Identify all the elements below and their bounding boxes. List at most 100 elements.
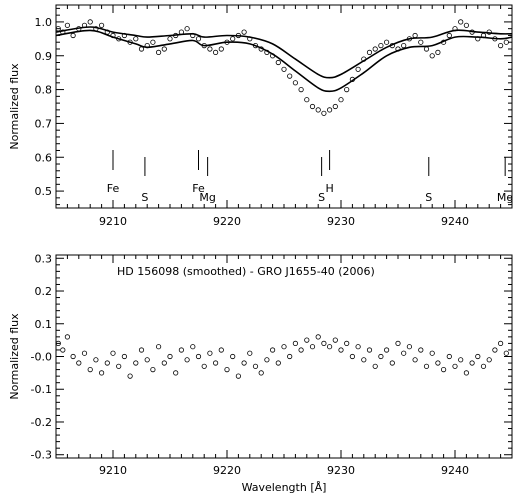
data-point (389, 42, 395, 49)
data-point (213, 49, 219, 56)
data-point (304, 97, 310, 103)
data-point (344, 340, 350, 346)
data-point (156, 344, 162, 350)
line-marker-label: Fe (192, 182, 205, 195)
data-point (440, 39, 447, 45)
data-point (87, 19, 93, 25)
data-point (292, 80, 298, 86)
data-point (486, 29, 492, 35)
data-point (378, 42, 384, 49)
data-point (355, 66, 361, 72)
data-point (121, 353, 128, 360)
data-point (309, 344, 316, 350)
data-point (446, 32, 452, 39)
data-point (378, 353, 384, 360)
data-point (338, 347, 344, 353)
residual-annotation: HD 156098 (smoothed) - GRO J1655-40 (200… (117, 265, 375, 278)
y-tick-label: 0.5 (35, 185, 53, 198)
data-point (326, 344, 333, 350)
data-point (469, 360, 475, 366)
data-point (281, 66, 287, 72)
data-point (224, 366, 230, 373)
data-point (355, 344, 361, 350)
data-point (93, 26, 99, 32)
x-tick-label: 9220 (213, 464, 241, 477)
y-tick-label: 0.2 (35, 285, 53, 298)
data-point (55, 26, 61, 32)
data-point (480, 363, 487, 369)
line-marker-label: Mg (497, 191, 513, 204)
data-point (64, 22, 71, 28)
data-point (435, 49, 441, 56)
y-tick-label: -0.0 (31, 351, 52, 364)
data-point (275, 360, 281, 366)
data-point (361, 56, 367, 62)
data-point (315, 107, 321, 113)
data-point (492, 36, 498, 42)
data-point (167, 36, 173, 42)
data-point (184, 26, 190, 32)
data-point (412, 357, 418, 363)
data-point (486, 357, 492, 363)
data-point (230, 353, 236, 360)
data-point (173, 370, 179, 376)
data-point (76, 360, 82, 366)
data-point (383, 39, 390, 45)
line-marker-label: H (325, 182, 333, 195)
data-point (401, 350, 407, 356)
data-point (93, 357, 99, 363)
data-point (116, 36, 122, 42)
x-axis-title: Wavelength [Å] (242, 481, 327, 494)
data-point (269, 347, 276, 353)
data-point (110, 32, 116, 39)
data-point (497, 340, 504, 346)
data-point (349, 76, 355, 83)
data-point (161, 360, 167, 366)
data-point (429, 53, 435, 59)
data-point (492, 347, 498, 353)
data-point (138, 46, 145, 52)
data-point (269, 53, 276, 59)
x-tick-label: 9220 (213, 215, 241, 228)
data-point (70, 353, 76, 360)
data-point (446, 353, 452, 360)
data-point (383, 347, 390, 353)
data-point (389, 360, 395, 366)
data-point (361, 357, 367, 363)
data-point (99, 22, 105, 28)
y-tick-label: -0.1 (31, 383, 52, 396)
data-point (230, 36, 236, 42)
data-point (252, 363, 259, 369)
y-axis-title: Normalized flux (8, 63, 21, 150)
data-point (133, 36, 139, 42)
data-point (395, 46, 401, 52)
data-point (258, 46, 264, 52)
data-point (475, 353, 481, 360)
y-tick-label: -0.3 (31, 449, 52, 462)
data-point (321, 340, 327, 346)
data-point (218, 46, 224, 52)
data-point (241, 29, 247, 35)
data-point (60, 347, 66, 353)
top-spectrum-panel: 9210 9220 9230 9240 0.5 0.6 0.7 0.8 0.9 1.0 Normal… (8, 4, 513, 228)
data-point (87, 366, 93, 373)
data-point (144, 42, 150, 49)
data-point (349, 353, 355, 360)
plot-frame (55, 254, 513, 459)
data-point (218, 347, 224, 353)
data-point (133, 360, 139, 366)
data-point (469, 29, 475, 35)
data-point (412, 32, 418, 39)
data-point (475, 36, 481, 42)
data-point (156, 49, 162, 56)
data-point (275, 59, 281, 66)
data-point (366, 347, 373, 353)
data-point (435, 360, 441, 366)
data-point (497, 42, 504, 49)
bottom-residual-panel: 9210 9220 9230 9240 -0.3 -0.2 -0.1 -0.0 0.1 0.2 0.… (8, 252, 513, 494)
data-point (338, 97, 344, 103)
data-point (298, 347, 304, 353)
line-marker-label: S (425, 191, 432, 204)
data-point (315, 334, 321, 340)
